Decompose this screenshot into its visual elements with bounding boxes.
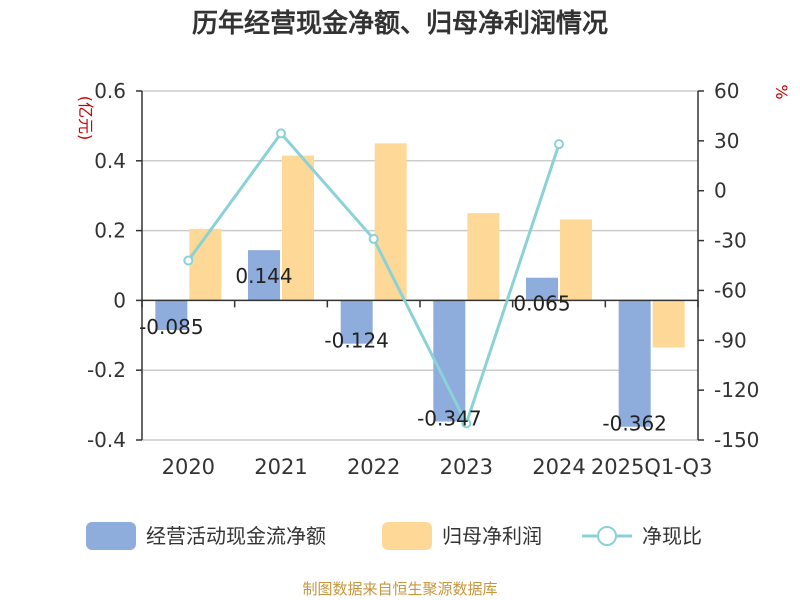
cash-flow-data-label: 0.065: [513, 292, 570, 316]
gridlines: [142, 90, 698, 441]
cash-flow-data-label: -0.085: [139, 315, 203, 339]
net-cash-ratio-point: [461, 418, 472, 429]
left-tick-label: -0.4: [87, 428, 126, 452]
right-axis-unit: %: [772, 84, 791, 99]
net-profit-bar: [467, 213, 500, 301]
net-profit-bar: [189, 228, 222, 301]
cash-flow-bar: [618, 300, 651, 427]
tick-labels: 0.6 0.4 0.2 0 -0.2 -0.4 60 30 0 -30 -60 -90 -120 -150…: [87, 79, 759, 479]
cash-flow-bar: [526, 277, 558, 301]
left-tick-label: 0.2: [94, 219, 126, 243]
x-tick-label: 2023: [440, 455, 493, 479]
axes: [136, 90, 704, 441]
legend-marker-net-cash-ratio: [597, 526, 617, 546]
left-tick-label: -0.2: [87, 358, 126, 382]
cash-flow-data-label: 0.144: [235, 264, 292, 288]
cash-flow-data-label: -0.362: [602, 412, 666, 436]
legend-label-cash-flow[interactable]: 经营活动现金流净额: [146, 524, 326, 548]
cash-flow-bar: [433, 300, 466, 422]
net-profit-bar: [374, 143, 407, 301]
net-profit-bar: [652, 300, 685, 348]
net-cash-ratio-point: [183, 255, 194, 266]
cash-flow-bar: [248, 250, 280, 301]
x-tick-label: 2024: [532, 455, 585, 479]
legend-label-net-profit[interactable]: 归母净利润: [442, 524, 542, 548]
right-tick-label: -150: [714, 428, 759, 452]
data-labels: -0.085 0.144 -0.124 -0.347 0.065 -0.362: [139, 264, 667, 436]
right-tick-label: -120: [714, 378, 759, 402]
cash-flow-bar: [340, 300, 373, 344]
net-cash-ratio-point: [368, 233, 379, 244]
net-profit-bar: [560, 219, 592, 301]
right-tick-label: 60: [714, 79, 739, 103]
net-cash-ratio-point: [276, 128, 286, 139]
right-tick-label: -60: [714, 278, 747, 302]
right-tick-label: 0: [714, 179, 727, 203]
x-tick-label: 2022: [347, 455, 400, 479]
right-tick-label: -90: [714, 328, 747, 352]
x-tick-label: 2021: [254, 455, 307, 479]
chart-title: 历年经营现金净额、归母净利润情况: [192, 8, 608, 39]
net-cash-ratio-point: [554, 139, 564, 150]
cash-flow-data-label: -0.347: [417, 407, 481, 431]
cash-flow-bar: [155, 300, 188, 331]
legend-label-net-cash-ratio[interactable]: 净现比: [642, 524, 702, 548]
left-tick-label: 0.4: [94, 149, 126, 173]
left-axis-unit: (亿元): [76, 96, 95, 141]
legend-swatch-net-profit: [382, 522, 432, 550]
legend[interactable]: 经营活动现金流净额 归母净利润 净现比: [86, 522, 702, 550]
cash-flow-data-label: -0.124: [324, 329, 388, 353]
x-tick-label: 2025Q1-Q3: [591, 455, 713, 479]
net-profit-bar: [282, 155, 314, 301]
right-tick-label: -30: [714, 229, 747, 253]
x-tick-label: 2020: [162, 455, 215, 479]
left-tick-label: 0.6: [94, 79, 126, 103]
net-cash-ratio-line: [183, 128, 564, 429]
right-tick-label: 30: [714, 129, 739, 153]
left-tick-label: 0: [113, 288, 126, 312]
legend-swatch-cash-flow: [86, 522, 136, 550]
source-note: 制图数据来自恒生聚源数据库: [302, 580, 497, 598]
